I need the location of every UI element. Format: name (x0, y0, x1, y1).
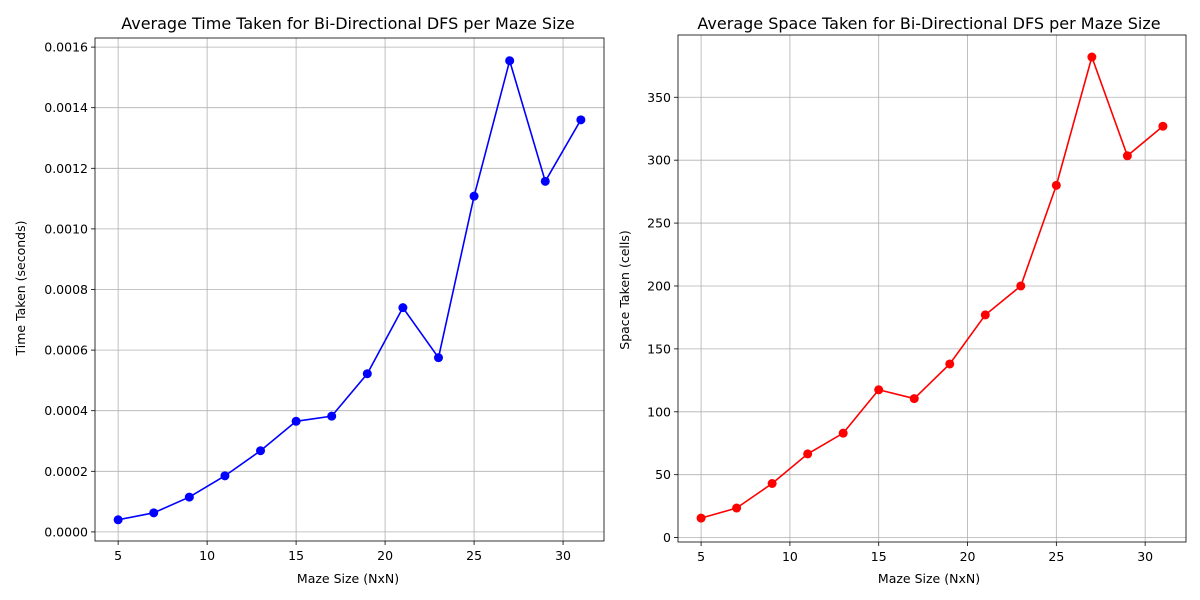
space-chart-y-tick-label: 250 (647, 216, 671, 231)
time-chart-data-point (291, 416, 301, 426)
space-chart-x-axis-label: Maze Size (NxN) (878, 571, 980, 586)
space-chart-y-tick-label: 50 (655, 467, 671, 482)
time-chart-data-point (220, 471, 230, 481)
space-chart-data-point (1016, 281, 1026, 291)
time-chart-y-tick-label: 0.0002 (44, 464, 88, 479)
time-chart-plot-frame (94, 37, 605, 542)
space-chart-x-tick-label: 20 (960, 549, 976, 564)
time-chart: Average Time Taken for Bi-Directional DF… (13, 14, 605, 586)
space-chart-x-tick-label: 15 (871, 549, 887, 564)
space-chart-y-axis-label: Space Taken (cells) (617, 230, 632, 349)
time-chart-x-tick-label: 15 (288, 548, 304, 563)
time-chart-x-axis-label: Maze Size (NxN) (297, 571, 399, 586)
time-chart-data-point (256, 446, 266, 456)
time-chart-data-point (398, 303, 408, 313)
space-chart-y-tick-label: 0 (663, 530, 671, 545)
space-chart-y-tick-label: 100 (647, 404, 671, 419)
time-chart-y-tick-label: 0.0000 (44, 524, 88, 539)
time-chart-x-tick-label: 30 (555, 548, 571, 563)
time-chart-data-point (540, 176, 550, 186)
time-chart-y-tick-label: 0.0010 (44, 221, 88, 236)
time-chart-y-axis-label: Time Taken (seconds) (13, 220, 28, 356)
time-chart-data-point (184, 492, 194, 502)
time-chart-y-tick-label: 0.0016 (44, 40, 88, 55)
space-chart-data-point (909, 394, 919, 404)
time-chart-x-tick-label: 20 (377, 548, 393, 563)
time-chart-data-point (362, 369, 372, 379)
time-chart-y-tick-label: 0.0014 (44, 100, 88, 115)
space-chart-data-point (1122, 151, 1132, 161)
time-chart-data-point (576, 115, 586, 125)
space-chart-data-point (1158, 121, 1168, 131)
space-chart-data-point (696, 513, 706, 523)
time-chart-y-tick-label: 0.0004 (44, 403, 88, 418)
time-chart-x-tick-label: 10 (199, 548, 215, 563)
time-chart-series-line (117, 57, 582, 521)
time-chart-data-point (149, 508, 159, 518)
space-chart-y-tick-label: 300 (647, 153, 671, 168)
time-chart-data-point (327, 411, 337, 421)
space-chart-title: Average Space Taken for Bi-Directional D… (697, 14, 1160, 33)
space-chart-data-point (980, 310, 990, 320)
space-chart-data-point (803, 449, 813, 459)
space-chart-x-tick-label: 30 (1137, 549, 1153, 564)
time-chart-data-point (505, 56, 515, 66)
time-chart-x-tick-label: 25 (466, 548, 482, 563)
space-chart-data-point (838, 428, 848, 438)
space-chart-data-point (874, 385, 884, 395)
space-chart-y-tick-label: 200 (647, 278, 671, 293)
time-chart-y-tick-label: 0.0008 (44, 282, 88, 297)
space-chart-data-point (1051, 180, 1061, 190)
space-chart-x-tick-label: 5 (697, 549, 705, 564)
space-chart-y-tick-label: 350 (647, 90, 671, 105)
space-chart-data-point (945, 359, 955, 369)
time-chart-title: Average Time Taken for Bi-Directional DF… (121, 14, 575, 33)
space-chart-plot-frame (677, 34, 1187, 543)
time-chart-y-tick-label: 0.0012 (44, 161, 88, 176)
space-chart-x-tick-label: 25 (1048, 549, 1064, 564)
time-chart-x-tick-label: 5 (114, 548, 122, 563)
space-chart-data-point (767, 479, 777, 488)
space-chart: Average Space Taken for Bi-Directional D… (617, 14, 1187, 586)
space-chart-y-tick-label: 150 (647, 341, 671, 356)
space-chart-series-line (700, 54, 1164, 519)
space-chart-data-point (1087, 52, 1097, 62)
time-chart-data-point (113, 515, 123, 525)
time-chart-data-point (469, 191, 479, 201)
time-chart-y-tick-label: 0.0006 (44, 343, 88, 358)
space-chart-data-point (732, 503, 742, 513)
space-chart-x-tick-label: 10 (782, 549, 798, 564)
time-chart-data-point (433, 353, 443, 363)
